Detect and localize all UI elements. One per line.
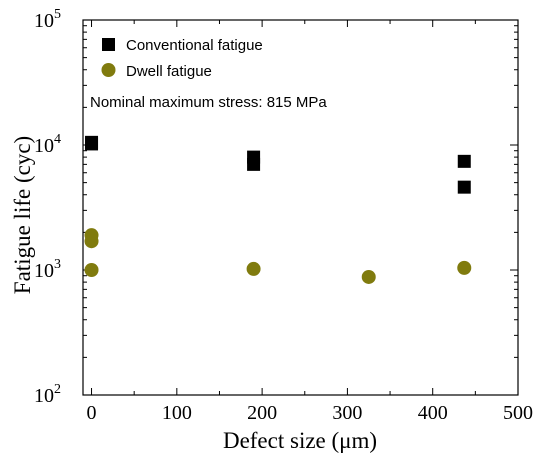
x-tick-label: 300: [332, 402, 362, 424]
data-point-circle: [84, 263, 99, 277]
x-tick-label: 200: [247, 402, 277, 424]
x-tick-label: 100: [162, 402, 192, 424]
data-point-circle: [457, 260, 472, 275]
plot-area-frame: [82, 19, 519, 396]
legend-marker-conventional: [102, 38, 115, 51]
legend-marker-dwell: [101, 63, 116, 77]
x-tick-label: 400: [418, 402, 448, 424]
data-point-circle: [246, 261, 261, 276]
x-tick-label: 500: [503, 402, 533, 424]
y-tick-label: 104: [34, 132, 61, 157]
data-point-circle: [84, 234, 99, 249]
data-point-square: [457, 154, 471, 168]
y-axis-label: Fatigue life (cyc): [10, 136, 35, 294]
y-tick-label: 103: [34, 257, 61, 282]
y-tick-label: 102: [34, 382, 61, 407]
legend-label-conventional: Conventional fatigue: [126, 37, 263, 54]
stress-annotation: Nominal maximum stress: 815 MPa: [90, 94, 327, 111]
legend-label-dwell: Dwell fatigue: [126, 63, 212, 80]
data-point-square: [85, 137, 99, 151]
legend: Conventional fatigue Dwell fatigue: [101, 37, 263, 80]
y-tick-label: 105: [34, 7, 61, 32]
tick-labels: 0 100 200 300 400 500 102 103 104 105: [34, 7, 533, 424]
data-points: [84, 135, 472, 284]
x-tick-label: 0: [87, 402, 97, 424]
data-point-square: [457, 180, 471, 194]
data-point-square: [247, 157, 261, 171]
data-point-circle: [361, 269, 376, 284]
x-axis-label: Defect size (μm): [223, 428, 377, 453]
